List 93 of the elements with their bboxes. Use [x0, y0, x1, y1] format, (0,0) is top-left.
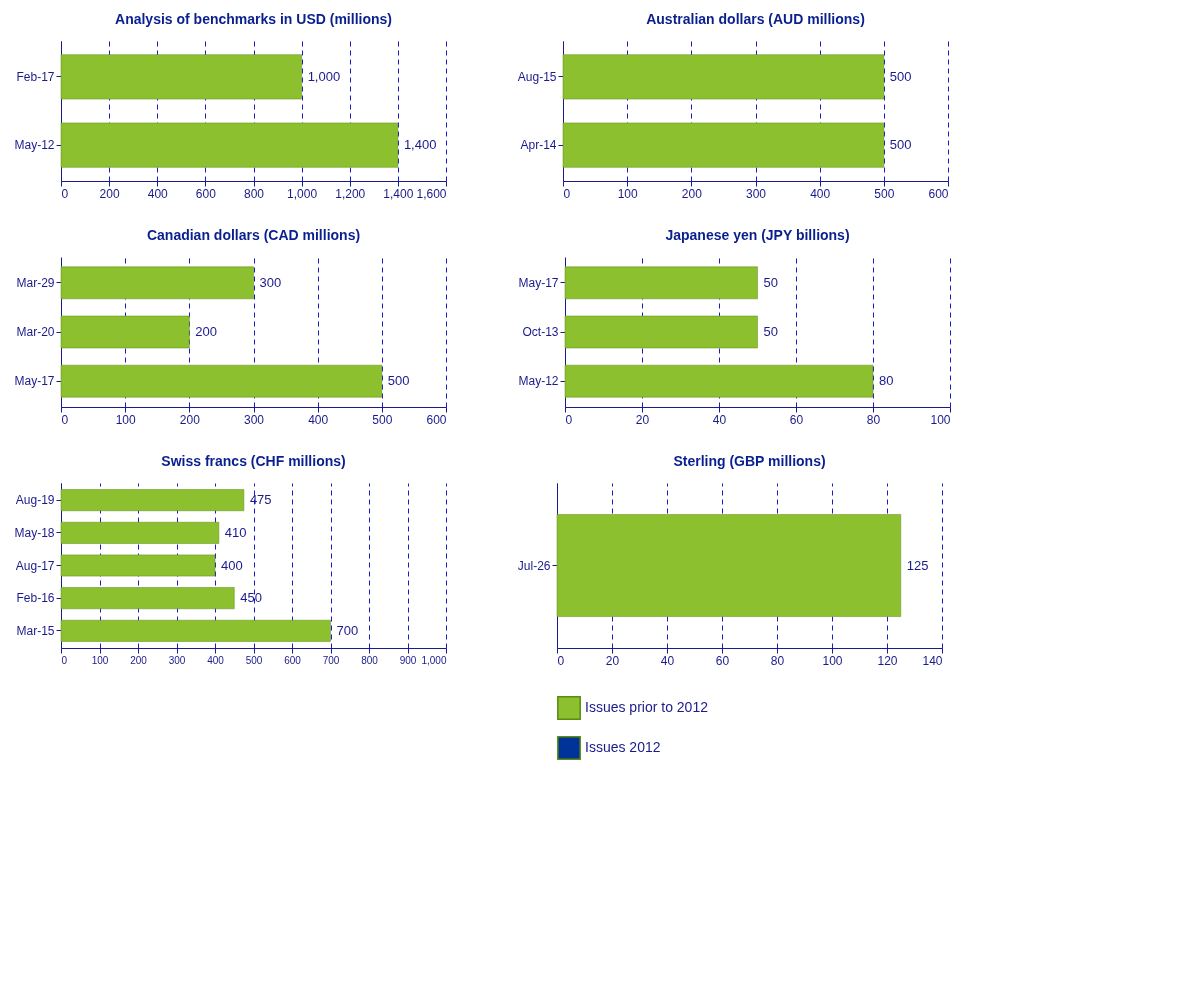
data-label: 1,000	[307, 68, 341, 84]
x-tick-label: 100	[91, 654, 109, 666]
data-label: 200	[195, 324, 218, 339]
x-tick-label: 0	[61, 654, 68, 666]
y-tick-label: Jul-26	[517, 558, 551, 573]
y-tick-label: Feb-16	[16, 591, 55, 606]
x-tick-label: 500	[372, 412, 393, 427]
x-tick-label: 700	[322, 654, 340, 666]
x-tick-label: 200	[179, 412, 201, 427]
bar	[60, 587, 235, 610]
x-tick-label: 400	[810, 186, 831, 201]
chart-title: Sterling (GBP millions)	[673, 453, 826, 469]
bar	[60, 554, 216, 577]
data-label: 1,400	[403, 137, 437, 153]
x-tick-label: 120	[877, 653, 898, 668]
y-tick-label: Mar-29	[16, 275, 55, 290]
data-label: 450	[240, 590, 262, 606]
data-label: 300	[259, 274, 282, 290]
y-tick-label: May-18	[14, 525, 55, 540]
x-tick-label: 900	[399, 654, 417, 666]
chart-title: Analysis of benchmarks in USD (millions)	[115, 11, 392, 27]
x-tick-label: 200	[130, 654, 148, 666]
y-tick-label: May-12	[14, 138, 55, 153]
x-tick-label: 1,000	[287, 186, 318, 201]
x-tick-label: 0	[61, 186, 69, 201]
chart-title: Japanese yen (JPY billions)	[665, 227, 850, 243]
x-tick-label: 0	[61, 412, 69, 427]
bar	[60, 619, 331, 642]
y-tick-label: Aug-17	[15, 558, 55, 573]
y-tick-label: Mar-20	[16, 325, 55, 339]
y-tick-label: May-12	[518, 374, 559, 389]
bar	[60, 489, 245, 512]
legend-label: Issues prior to 2012	[585, 699, 709, 715]
x-tick-label: 0	[565, 412, 573, 427]
data-label: 50	[763, 324, 778, 339]
x-tick-label: 140	[922, 653, 943, 668]
bar	[60, 521, 220, 544]
x-tick-label: 80	[866, 412, 881, 427]
x-tick-label: 80	[770, 653, 785, 668]
x-tick-label: 20	[605, 653, 620, 668]
data-label: 500	[889, 68, 912, 84]
data-label: 50	[763, 274, 778, 290]
x-tick-label: 1,200	[335, 186, 366, 201]
data-label: 475	[249, 492, 272, 508]
x-tick-label: 600	[928, 186, 949, 201]
y-tick-label: Aug-15	[517, 69, 557, 84]
data-label: 700	[336, 622, 359, 638]
y-tick-label: Aug-19	[15, 493, 55, 508]
x-tick-label: 200	[681, 186, 703, 201]
x-tick-label: 400	[207, 654, 225, 666]
y-tick-label: Mar-15	[16, 623, 55, 638]
y-tick-label: May-17	[14, 374, 55, 389]
chart-title: Canadian dollars (CAD millions)	[146, 227, 361, 243]
data-label: 80	[879, 373, 894, 389]
x-tick-label: 800	[361, 654, 379, 666]
x-tick-label: 600	[426, 412, 447, 427]
x-tick-label: 1,000	[421, 654, 447, 666]
x-tick-label: 0	[557, 653, 565, 668]
x-tick-label: 1,600	[416, 186, 447, 201]
legend-label: Issues 2012	[585, 739, 661, 755]
y-tick-label: Apr-14	[520, 138, 557, 153]
x-tick-label: 600	[284, 654, 302, 666]
x-tick-label: 300	[168, 654, 186, 666]
x-tick-label: 60	[789, 412, 804, 427]
chart-title: Swiss francs (CHF millions)	[161, 453, 346, 469]
x-tick-label: 40	[712, 412, 727, 427]
data-label: 125	[906, 557, 929, 573]
x-tick-label: 20	[635, 412, 650, 427]
y-tick-label: Oct-13	[522, 325, 559, 339]
x-tick-label: 0	[563, 186, 571, 201]
data-label: 500	[889, 137, 912, 153]
x-tick-label: 300	[243, 412, 265, 427]
data-label: 500	[387, 373, 410, 389]
x-tick-label: 400	[308, 412, 329, 427]
x-tick-label: 60	[715, 653, 730, 668]
x-tick-label: 400	[147, 186, 169, 201]
data-label: 410	[224, 524, 247, 540]
x-tick-label: 300	[745, 186, 767, 201]
x-tick-label: 1,400	[383, 186, 414, 201]
data-label: 400	[221, 557, 243, 573]
x-tick-label: 800	[243, 186, 265, 201]
y-tick-label: Feb-17	[16, 69, 55, 84]
x-tick-label: 500	[245, 654, 263, 666]
x-tick-label: 100	[617, 186, 638, 201]
x-tick-label: 500	[874, 186, 895, 201]
x-tick-label: 100	[115, 412, 136, 427]
x-tick-label: 600	[195, 186, 217, 201]
x-tick-label: 100	[822, 653, 843, 668]
chart-title: Australian dollars (AUD millions)	[646, 11, 865, 27]
x-tick-label: 40	[660, 653, 675, 668]
y-tick-label: May-17	[518, 275, 559, 290]
x-tick-label: 100	[930, 412, 951, 427]
x-tick-label: 200	[99, 186, 120, 201]
